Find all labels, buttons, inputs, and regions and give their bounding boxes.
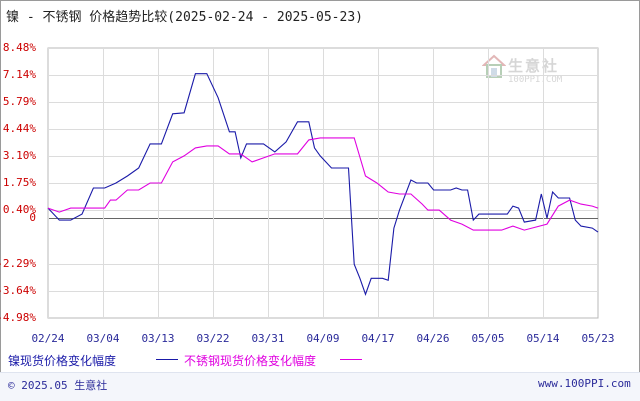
series-line-nickel [47, 73, 599, 296]
y-tick-label: 0 [29, 211, 36, 224]
x-tick-label: 03/04 [86, 332, 120, 345]
footer-url[interactable]: www.100PPI.com [538, 377, 631, 390]
y-tick-label: 5.79% [2, 95, 36, 108]
x-tick-label: 05/05 [471, 332, 505, 345]
watermark-url: 100PPI.COM [508, 75, 563, 85]
legend-nickel-label: 镍现货价格变化幅度 [8, 354, 117, 368]
y-tick-label: 1.75% [2, 176, 36, 189]
x-tick-label: 03/22 [196, 332, 230, 345]
footer-copyright: © 2025.05 生意社 [8, 379, 108, 392]
x-tick-label: 04/26 [416, 332, 450, 345]
x-tick-label: 05/23 [581, 332, 615, 345]
y-tick-label: 0.40% [2, 203, 36, 216]
x-tick-label: 04/09 [306, 332, 340, 345]
x-tick-label: 03/31 [251, 332, 285, 345]
y-tick-label: 7.14% [2, 68, 36, 81]
x-tick-label: 02/24 [31, 332, 65, 345]
series-line-stainless [47, 137, 599, 231]
y-tick-label: -3.64% [0, 284, 36, 297]
watermark-name: 生意社 [508, 57, 560, 75]
watermark-logo: 生意社 100PPI.COM [482, 53, 582, 95]
legend-nickel-swatch [156, 359, 178, 360]
y-tick-label: 3.10% [2, 149, 36, 162]
y-tick-label: 4.44% [2, 122, 36, 135]
y-tick-label: -4.98% [0, 311, 36, 324]
x-tick-label: 04/17 [361, 332, 395, 345]
y-tick-label: 8.48% [2, 41, 36, 54]
x-tick-label: 03/13 [141, 332, 175, 345]
chart-title: 镍 - 不锈钢 价格趋势比较(2025-02-24 - 2025-05-23) [6, 10, 363, 25]
legend-stainless-swatch [340, 359, 362, 360]
y-tick-label: -2.29% [0, 257, 36, 270]
x-tick-label: 05/14 [526, 332, 560, 345]
footer-bar [0, 372, 640, 401]
legend-stainless-label: 不锈钢现货价格变化幅度 [184, 354, 317, 368]
